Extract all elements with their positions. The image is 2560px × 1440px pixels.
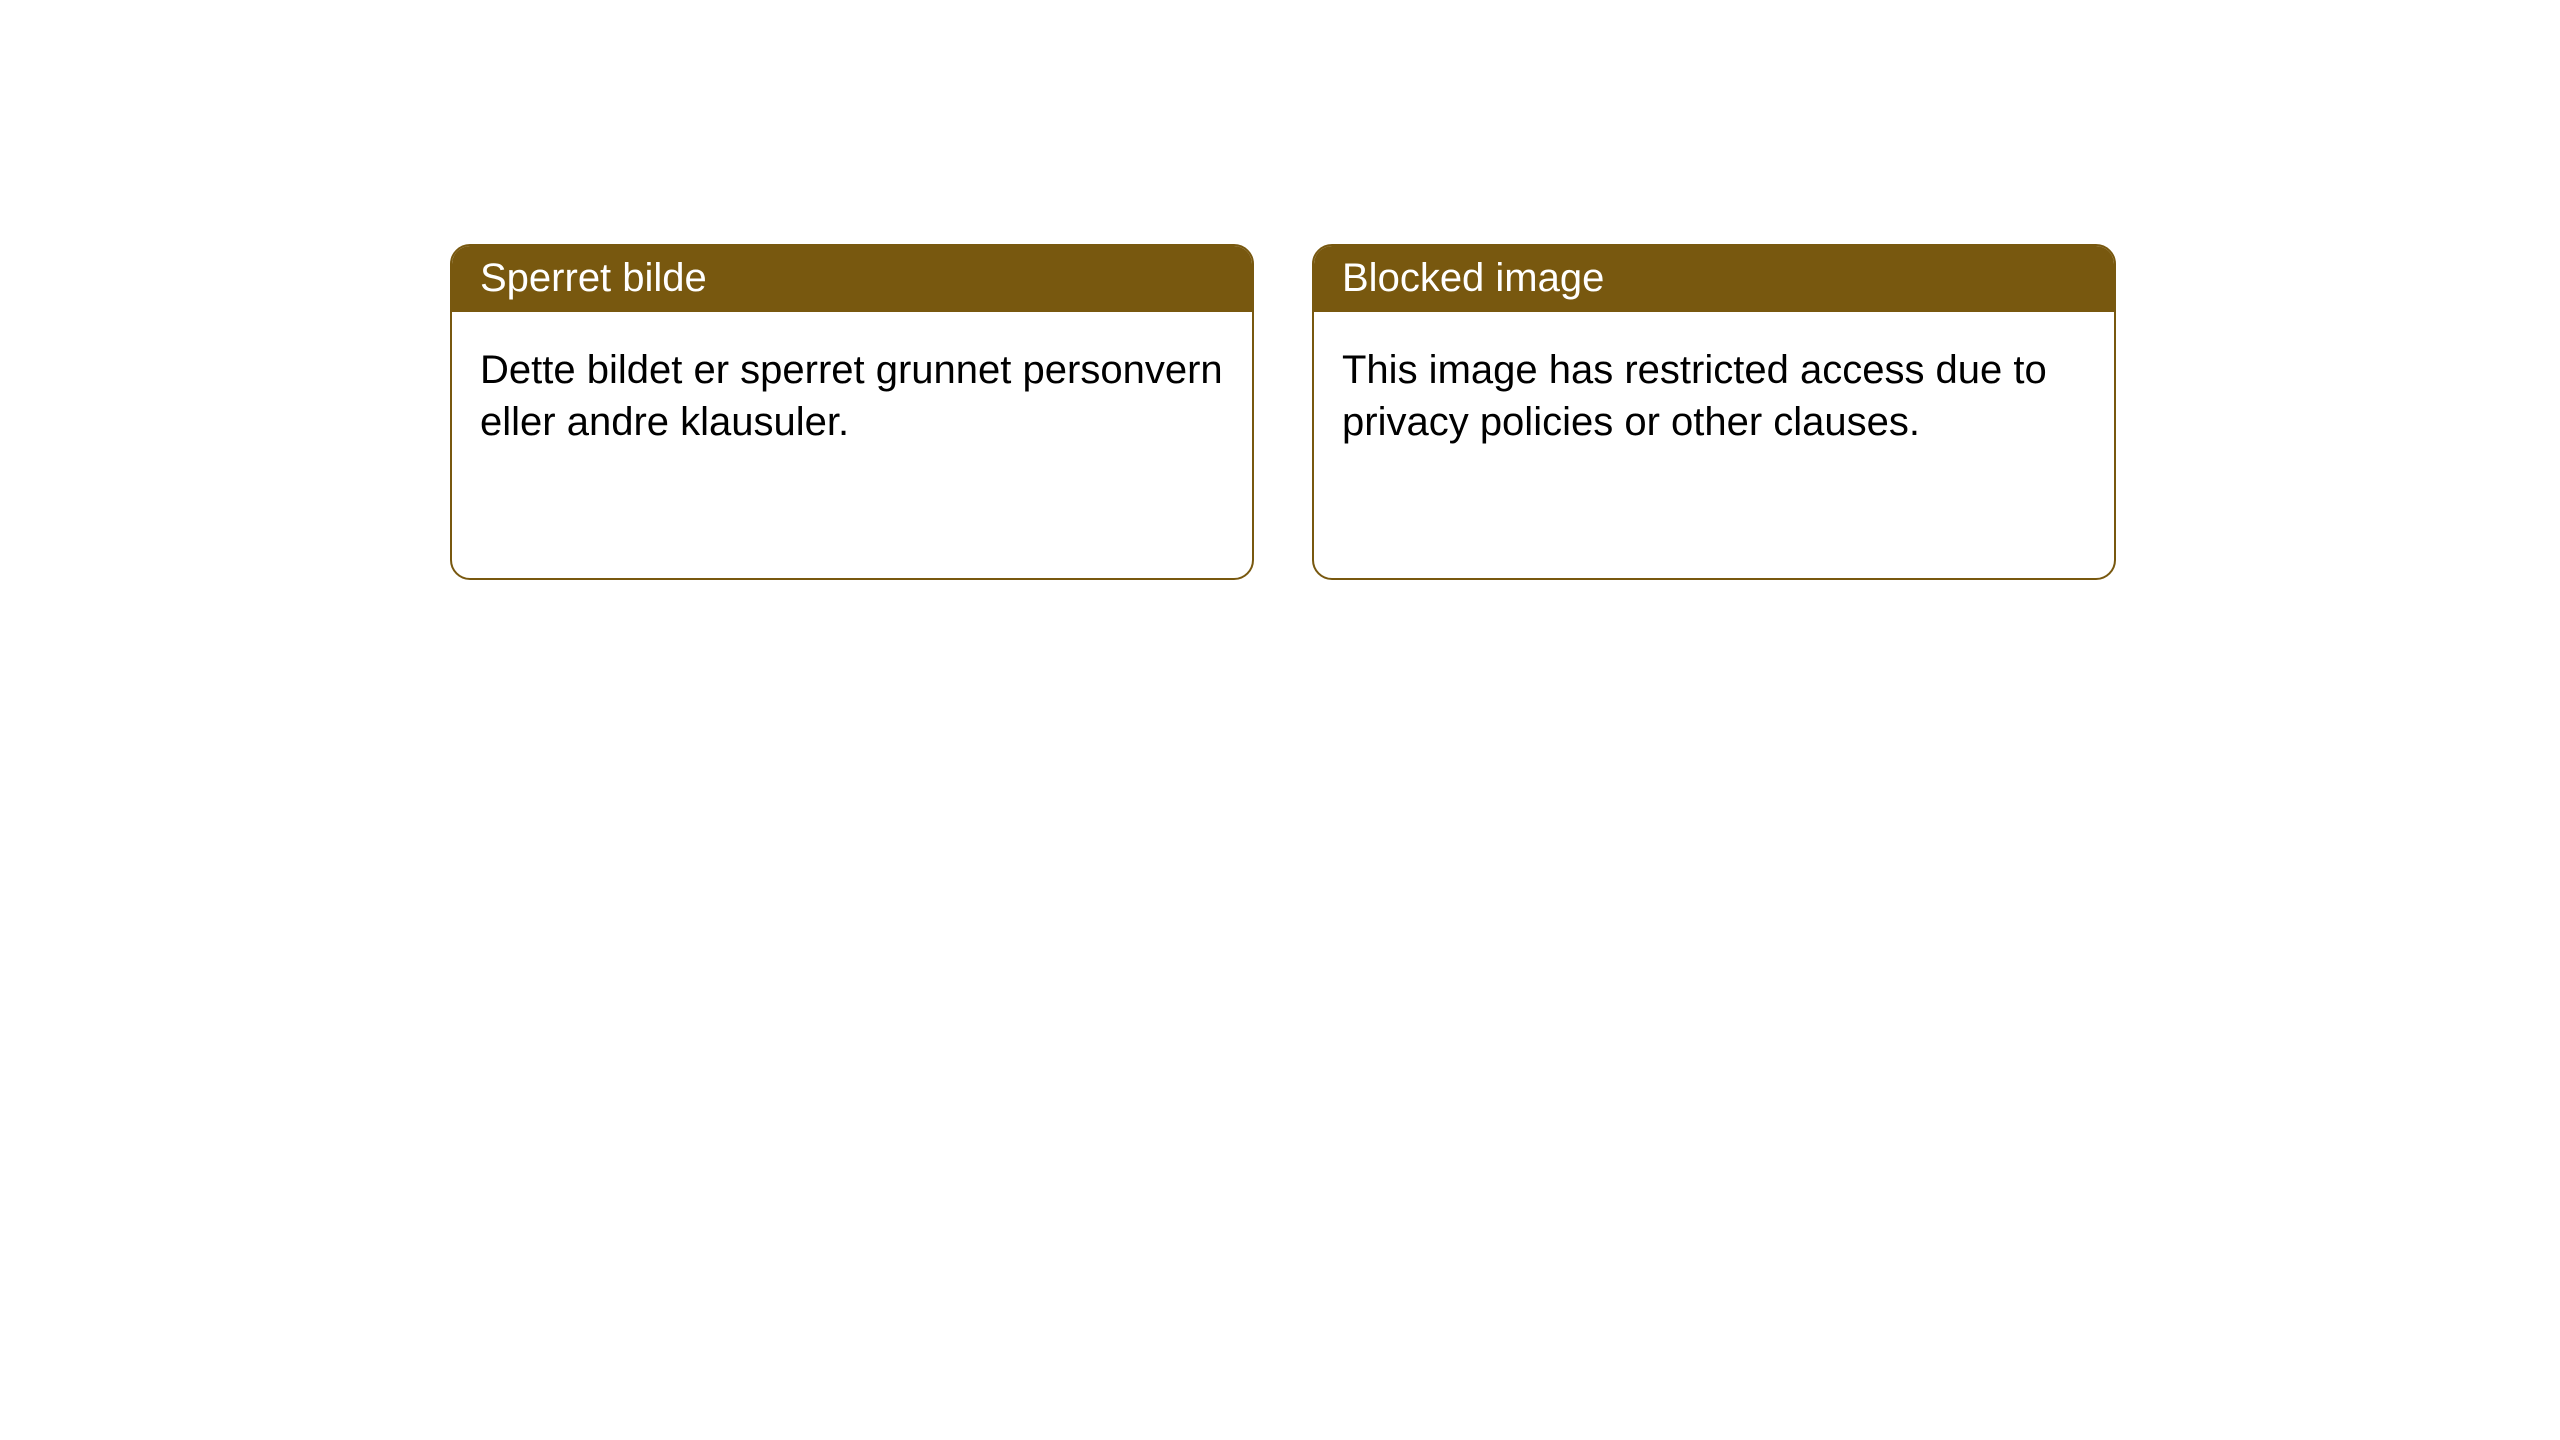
notice-header: Sperret bilde [452,246,1252,312]
notice-body: Dette bildet er sperret grunnet personve… [452,312,1252,480]
notice-body: This image has restricted access due to … [1314,312,2114,480]
notice-card-english: Blocked image This image has restricted … [1312,244,2116,580]
notice-card-norwegian: Sperret bilde Dette bildet er sperret gr… [450,244,1254,580]
notice-header: Blocked image [1314,246,2114,312]
notice-cards-container: Sperret bilde Dette bildet er sperret gr… [450,244,2116,580]
